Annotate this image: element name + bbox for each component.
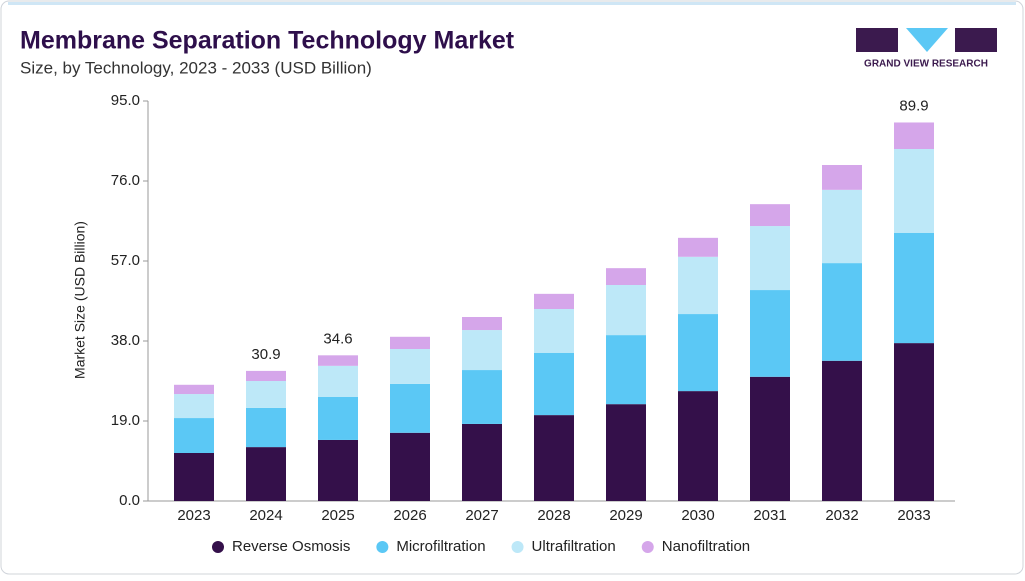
x-tick-label: 2025 (321, 507, 354, 524)
bar-segment (174, 418, 214, 453)
bar-segment (246, 381, 286, 408)
bar-segment (462, 370, 502, 424)
legend-swatch (641, 541, 654, 553)
bar-segment (174, 384, 214, 395)
legend-label: Ultrafiltration (532, 538, 616, 555)
bar-segment (750, 204, 790, 227)
brand: GRAND VIEW RESEARCH (864, 59, 988, 70)
legend-label: Nanofiltration (662, 538, 750, 555)
bar-segment (894, 122, 934, 149)
bar-segment (678, 237, 718, 257)
x-tick-label: 2030 (681, 507, 714, 524)
bar-segment (678, 391, 718, 501)
legend-swatch (376, 541, 389, 553)
bar-segment (534, 352, 574, 416)
bar-segment (534, 293, 574, 309)
bar-segment (534, 415, 574, 501)
x-tick-label: 2031 (753, 507, 786, 524)
bar-segment (462, 317, 502, 331)
bar-segment (606, 285, 646, 336)
bar-segment (390, 336, 430, 349)
total-label: 89.9 (899, 97, 928, 114)
top-strip (8, 2, 1016, 5)
legend-swatch (212, 541, 224, 553)
x-tick-label: 2024 (249, 507, 282, 524)
legend-label: Reverse Osmosis (232, 538, 350, 555)
bar-segment (894, 149, 934, 233)
bar-segment (246, 447, 286, 501)
bar-segment (606, 268, 646, 285)
bar-segment (606, 404, 646, 501)
bar-segment (750, 376, 790, 501)
bar-segment (246, 407, 286, 448)
bar-segment (678, 314, 718, 392)
chart-title: Membrane Separation Technology Market (20, 27, 515, 55)
bar-segment (174, 453, 214, 501)
chart-subtitle: Size, by Technology, 2023 - 2033 (USD Bi… (20, 58, 372, 77)
total-label: 34.6 (323, 330, 352, 347)
bar-segment (318, 397, 358, 440)
logo: GRAND VIEW RESEARCH (856, 28, 997, 70)
bar-segment (174, 394, 214, 419)
legend-swatch (511, 541, 524, 553)
bar-segment (606, 335, 646, 405)
x-tick-label: 2028 (537, 507, 570, 524)
x-tick-label: 2023 (177, 507, 210, 524)
y-axis-title: Market Size (USD Billion) (72, 221, 88, 379)
bar-segment (822, 165, 862, 190)
x-tick-label: 2026 (393, 507, 426, 524)
x-tick-label: 2032 (825, 507, 858, 524)
bar-segment (246, 370, 286, 381)
y-tick-label: 0.0 (119, 492, 140, 509)
bar-segment (318, 355, 358, 366)
bar-segment (462, 330, 502, 371)
total-label: 30.9 (251, 346, 280, 363)
y-tick-label: 57.0 (111, 252, 140, 269)
bar-segment (894, 343, 934, 501)
legend-label: Microfiltration (396, 538, 485, 555)
bar-segment (822, 189, 862, 264)
bar-segment (822, 263, 862, 361)
bar-segment (390, 383, 430, 433)
bar-segment (462, 423, 502, 501)
y-tick-label: 38.0 (111, 332, 140, 349)
x-tick-label: 2029 (609, 507, 642, 524)
bar-segment (390, 349, 430, 384)
y-tick-label: 76.0 (111, 172, 140, 189)
bar-segment (894, 232, 934, 344)
bar-segment (390, 432, 430, 501)
bar-segment (822, 360, 862, 501)
bar-segment (318, 439, 358, 501)
bar-segment (750, 290, 790, 377)
bar-segment (318, 365, 358, 397)
bar-segment (750, 226, 790, 291)
bar-segment (534, 309, 574, 353)
y-tick-label: 19.0 (111, 412, 140, 429)
x-tick-label: 2033 (897, 507, 930, 524)
x-tick-label: 2027 (465, 507, 498, 524)
bar-segment (678, 256, 718, 315)
y-tick-label: 95.0 (111, 92, 140, 109)
